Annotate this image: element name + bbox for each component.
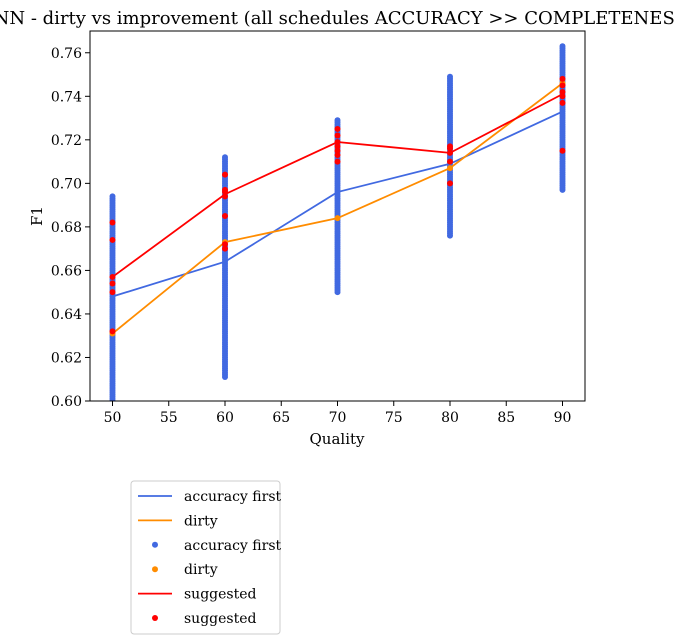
- x-tick-label: 85: [497, 410, 515, 426]
- y-tick-label: 0.66: [51, 263, 82, 279]
- x-tick-label: 90: [554, 410, 572, 426]
- y-axis: 0.60 0.62 0.64 0.66 0.68 0.70 0.72 0.74 0.76: [51, 46, 90, 410]
- legend-marker-accuracy-first: [152, 541, 158, 548]
- scatter-point-suggested: [109, 280, 116, 287]
- scatter-point-suggested: [559, 93, 566, 100]
- scatter-point-suggested: [109, 273, 116, 280]
- scatter-point-suggested: [334, 147, 341, 154]
- scatter-point-suggested: [109, 236, 116, 243]
- y-tick-label: 0.68: [51, 220, 82, 236]
- scatter-point-accuracy-first: [222, 154, 228, 161]
- y-tick-label: 0.70: [51, 176, 82, 192]
- plot-area: [109, 43, 566, 401]
- scatter-point-suggested: [222, 245, 228, 252]
- legend-label-accuracy-first: accuracy first: [184, 538, 281, 554]
- scatter-point-suggested: [559, 99, 566, 106]
- scatter-point-suggested: [559, 147, 566, 154]
- scatter-point-suggested: [109, 219, 116, 226]
- x-tick-label: 80: [441, 410, 459, 426]
- scatter-point-suggested: [222, 189, 228, 196]
- x-tick-label: 55: [160, 410, 178, 426]
- scatter-point-suggested: [109, 328, 116, 335]
- scatter-point-suggested: [447, 145, 453, 152]
- y-axis-label: F1: [28, 206, 46, 226]
- legend-label-accuracy-first: accuracy first: [184, 489, 281, 505]
- legend-frame: [130, 480, 281, 635]
- x-tick-label: 65: [272, 410, 290, 426]
- x-axis-label: Quality: [310, 430, 366, 448]
- scatter-point-suggested: [559, 88, 566, 95]
- scatter-point-suggested: [447, 158, 453, 165]
- scatter-point-suggested: [447, 180, 453, 187]
- y-tick-label: 0.62: [51, 350, 82, 366]
- y-tick-label: 0.76: [51, 46, 82, 62]
- x-axis: 50 55 60 65 70 75 80 85 90: [104, 401, 572, 426]
- scatter-point-dirty: [447, 165, 453, 172]
- scatter-point-suggested: [334, 125, 341, 132]
- scatter-point-suggested: [334, 158, 341, 165]
- x-tick-label: 75: [385, 410, 403, 426]
- scatter-point-suggested: [222, 213, 228, 219]
- y-tick-label: 0.74: [51, 89, 82, 105]
- scatter-point-accuracy-first: [109, 193, 116, 200]
- legend-marker-suggested: [152, 615, 158, 621]
- x-tick-label: 60: [216, 410, 234, 426]
- scatter-point-suggested: [222, 241, 228, 248]
- legend: accuracy first dirty accuracy first dirty su…: [130, 480, 281, 635]
- scatter-point-suggested: [334, 143, 341, 150]
- scatter-point-suggested: [334, 132, 341, 139]
- x-tick-label: 70: [329, 410, 347, 426]
- scatter-point-suggested: [109, 289, 116, 296]
- legend-marker-dirty: [152, 566, 158, 573]
- scatter-point-suggested: [222, 171, 228, 178]
- legend-label-dirty: dirty: [184, 562, 218, 578]
- scatter-point-accuracy-first: [447, 73, 453, 80]
- scatter-point-suggested: [559, 82, 566, 89]
- scatter-point-suggested: [559, 75, 566, 82]
- scatter-point-suggested: [334, 152, 341, 159]
- y-tick-label: 0.60: [51, 394, 82, 410]
- legend-label-suggested: suggested: [184, 587, 257, 603]
- scatter-point-suggested: [334, 139, 341, 145]
- chart-title: KNN - dirty vs improvement (all schedule…: [0, 8, 675, 29]
- scatter-point-accuracy-first: [334, 117, 341, 124]
- legend-label-dirty: dirty: [184, 513, 218, 529]
- scatter-point-suggested: [447, 149, 453, 156]
- y-tick-label: 0.64: [51, 307, 82, 323]
- scatter-point-accuracy-first: [559, 43, 566, 50]
- y-tick-label: 0.72: [51, 133, 82, 149]
- x-tick-label: 50: [104, 410, 122, 426]
- legend-label-suggested: suggested: [184, 611, 257, 627]
- scatter-point-suggested: [222, 193, 228, 200]
- scatter-point-dirty: [334, 215, 341, 222]
